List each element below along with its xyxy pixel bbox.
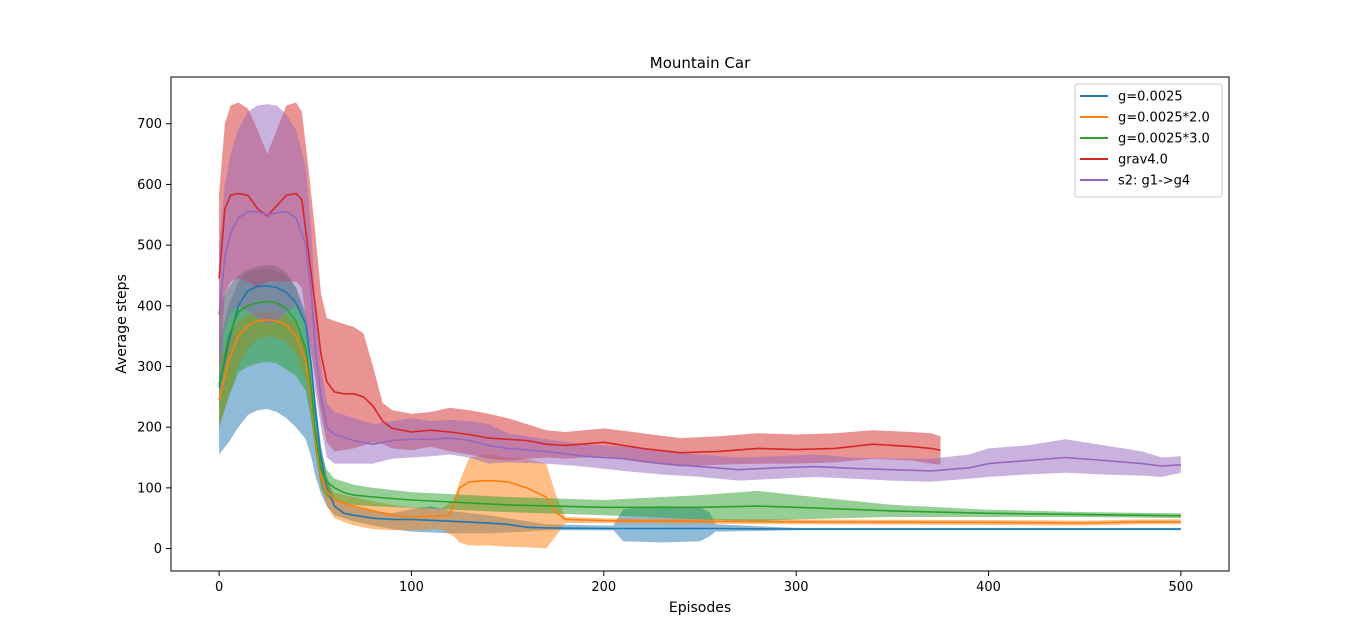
band-s2-g1-g4 [219, 104, 1181, 482]
y-tick-label: 500 [137, 239, 162, 254]
series-lines [218, 192, 1181, 530]
legend: g=0.0025 g=0.0025*2.0 g=0.0025*3.0 grav4.0 s… [1074, 83, 1223, 198]
x-tick-label: 100 [399, 580, 424, 595]
line-g-0-0025-2-0 [218, 318, 1181, 524]
x-tick-label: 300 [784, 580, 809, 595]
y-axis-ticks: 0 100 200 300 400 500 600 700 [137, 117, 171, 557]
x-axis-label: Episodes [669, 600, 731, 616]
line-g-0-0025-3-0 [218, 300, 1181, 517]
y-tick-label: 700 [137, 117, 162, 132]
y-tick-label: 100 [137, 481, 162, 496]
y-tick-label: 0 [154, 542, 162, 557]
legend-label-g-0-0025-2-0: g=0.0025*2.0 [1118, 111, 1210, 126]
legend-box [1074, 83, 1223, 198]
x-tick-label: 400 [976, 580, 1001, 595]
line-g-0-0025 [218, 284, 1181, 530]
legend-label-s2-g1-g4: s2: g1->g4 [1118, 174, 1190, 189]
legend-label-g-0-0025-3-0: g=0.0025*3.0 [1118, 132, 1210, 147]
plot-frame [170, 76, 1230, 572]
y-tick-label: 600 [137, 178, 162, 193]
x-tick-label: 0 [215, 580, 223, 595]
y-axis-label: Average steps [114, 274, 130, 374]
line-grav4-0 [218, 192, 941, 454]
legend-label-grav4-0: grav4.0 [1118, 153, 1168, 168]
x-tick-label: 500 [1168, 580, 1193, 595]
x-tick-label: 200 [591, 580, 616, 595]
y-tick-label: 200 [137, 421, 162, 436]
y-tick-label: 400 [137, 299, 162, 314]
x-axis-ticks: 0 100 200 300 400 500 [215, 571, 1193, 595]
legend-label-g-0-0025: g=0.0025 [1118, 90, 1183, 105]
y-tick-label: 300 [137, 360, 162, 375]
line-s2-g1-g4 [218, 210, 1181, 472]
chart-title: Mountain Car [650, 54, 751, 72]
